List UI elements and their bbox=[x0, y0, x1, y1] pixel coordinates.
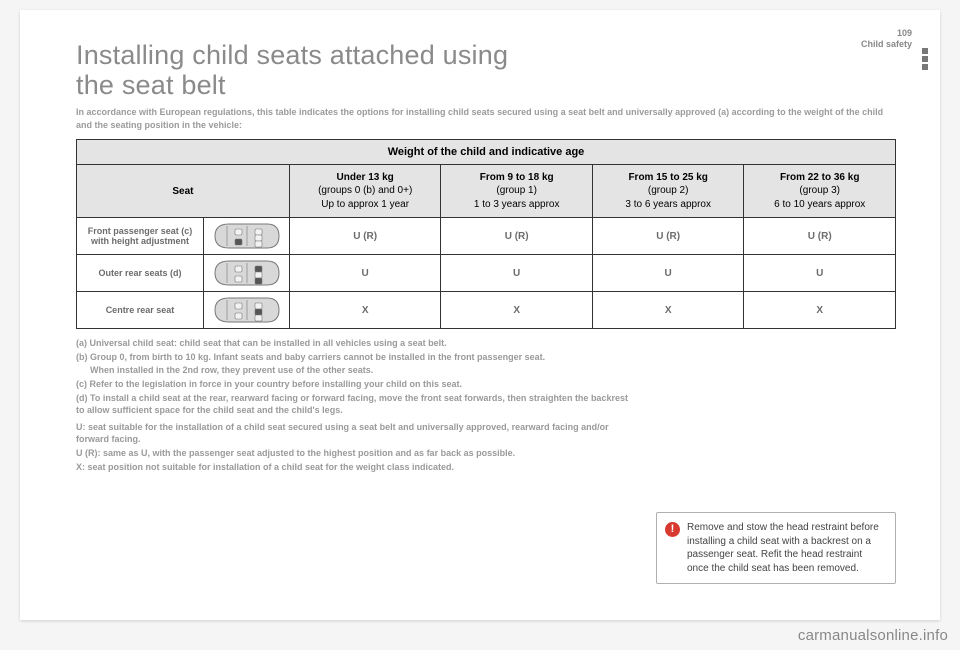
value-cell: X bbox=[744, 292, 896, 329]
footnote-b: (b) Group 0, from birth to 10 kg. Infant… bbox=[76, 351, 636, 364]
page-number: 109 bbox=[861, 28, 912, 39]
value-cell: U (R) bbox=[744, 218, 896, 255]
value-cell: X bbox=[441, 292, 593, 329]
value-cell: U bbox=[441, 255, 593, 292]
car-seat-icon bbox=[203, 255, 289, 292]
watermark: carmanualsonline.info bbox=[798, 627, 948, 644]
def-u: U: seat suitable for the installation of… bbox=[76, 421, 636, 446]
title-line2: the seat belt bbox=[76, 70, 226, 100]
value-cell: X bbox=[592, 292, 744, 329]
table-caption: Weight of the child and indicative age bbox=[77, 139, 896, 164]
def-ur: U (R): same as U, with the passenger sea… bbox=[76, 447, 636, 460]
warning-text: Remove and stow the head restraint befor… bbox=[687, 522, 879, 574]
weight-col-1: From 9 to 18 kg (group 1) 1 to 3 years a… bbox=[441, 164, 593, 218]
weight-col-3: From 22 to 36 kg (group 3) 6 to 10 years… bbox=[744, 164, 896, 218]
page-title: Installing child seats attached using th… bbox=[76, 40, 896, 100]
page-corner: 109 Child safety bbox=[861, 28, 912, 51]
value-cell: X bbox=[289, 292, 441, 329]
def-x: X: seat position not suitable for instal… bbox=[76, 461, 636, 474]
table-row: Centre rear seat XXXX bbox=[77, 292, 896, 329]
footnotes: (a) Universal child seat: child seat tha… bbox=[76, 337, 636, 473]
table-row: Outer rear seats (d) UUUU bbox=[77, 255, 896, 292]
value-cell: U bbox=[592, 255, 744, 292]
row-label: Outer rear seats (d) bbox=[77, 255, 204, 292]
table-row: Front passenger seat (c) with height adj… bbox=[77, 218, 896, 255]
side-markers bbox=[922, 48, 928, 70]
title-line1: Installing child seats attached using bbox=[76, 40, 508, 70]
intro-text: In accordance with European regulations,… bbox=[76, 106, 896, 130]
row-label: Front passenger seat (c) with height adj… bbox=[77, 218, 204, 255]
warning-box: ! Remove and stow the head restraint bef… bbox=[656, 512, 896, 584]
manual-page: 109 Child safety Installing child seats … bbox=[20, 10, 940, 620]
footnote-a: (a) Universal child seat: child seat tha… bbox=[76, 337, 636, 350]
warning-icon: ! bbox=[665, 522, 680, 537]
car-seat-icon bbox=[203, 218, 289, 255]
seat-header: Seat bbox=[77, 164, 290, 218]
footnote-d: (d) To install a child seat at the rear,… bbox=[76, 392, 636, 417]
value-cell: U (R) bbox=[592, 218, 744, 255]
car-seat-icon bbox=[203, 292, 289, 329]
footnote-c: (c) Refer to the legislation in force in… bbox=[76, 378, 636, 391]
row-label: Centre rear seat bbox=[77, 292, 204, 329]
footnote-b2: When installed in the 2nd row, they prev… bbox=[76, 364, 636, 377]
child-seat-table: Weight of the child and indicative age S… bbox=[76, 139, 896, 330]
value-cell: U (R) bbox=[289, 218, 441, 255]
section-label: Child safety bbox=[861, 39, 912, 50]
value-cell: U bbox=[289, 255, 441, 292]
value-cell: U (R) bbox=[441, 218, 593, 255]
weight-col-2: From 15 to 25 kg (group 2) 3 to 6 years … bbox=[592, 164, 744, 218]
weight-col-0: Under 13 kg (groups 0 (b) and 0+) Up to … bbox=[289, 164, 441, 218]
value-cell: U bbox=[744, 255, 896, 292]
